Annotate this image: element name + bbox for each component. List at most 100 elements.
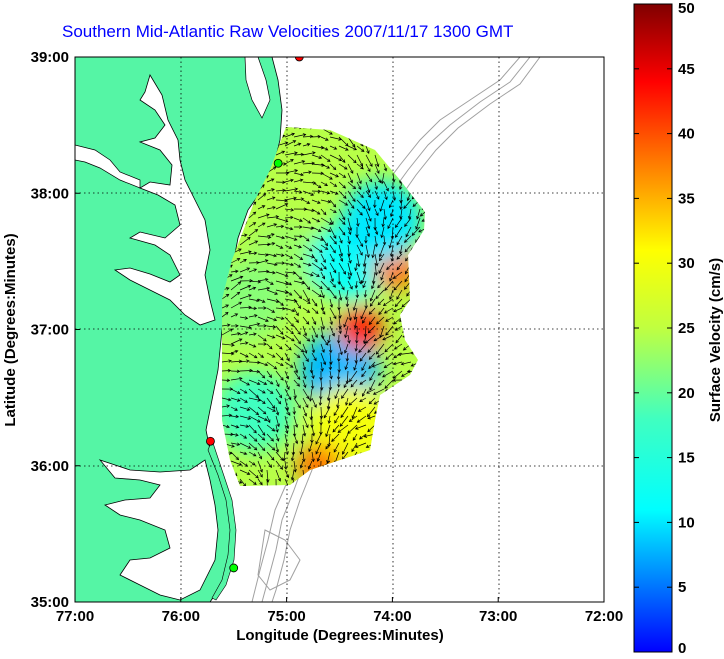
velocity-arrow — [257, 277, 269, 282]
velocity-arrow — [230, 349, 239, 354]
velocity-arrow — [347, 280, 353, 290]
velocity-arrow — [374, 181, 378, 191]
velocity-arrow — [336, 397, 340, 409]
velocity-arrow — [311, 352, 317, 362]
velocity-arrow — [284, 343, 292, 351]
velocity-arrow — [364, 235, 368, 244]
colorbar-tick-label: 20 — [678, 385, 695, 402]
velocity-arrow — [418, 226, 425, 233]
velocity-arrow — [230, 424, 240, 429]
velocity-arrow — [365, 217, 371, 230]
velocity-arrow — [275, 334, 286, 340]
velocity-arrow — [248, 478, 257, 485]
velocity-arrow — [230, 414, 240, 419]
velocity-arrow — [383, 190, 388, 201]
velocity-arrow — [266, 388, 274, 394]
velocity-arrow — [248, 306, 258, 311]
velocity-arrow — [239, 250, 252, 255]
velocity-arrow — [266, 424, 276, 432]
velocity-arrow — [307, 460, 313, 470]
velocity-arrow — [374, 163, 380, 174]
velocity-arrow — [266, 460, 273, 468]
velocity-arrow — [257, 193, 267, 201]
velocity-arrow — [275, 261, 286, 265]
velocity-arrow — [332, 424, 340, 433]
velocity-arrow — [367, 343, 376, 354]
velocity-arrow — [378, 262, 385, 274]
velocity-arrow — [404, 217, 412, 227]
velocity-arrow — [290, 451, 295, 462]
velocity-arrow — [383, 163, 388, 172]
velocity-arrow — [352, 298, 358, 311]
velocity-arrow — [331, 433, 340, 443]
velocity-arrow — [320, 289, 325, 299]
velocity-arrow — [315, 433, 322, 445]
velocity-arrow — [230, 275, 244, 282]
velocity-arrow — [257, 379, 268, 385]
velocity-arrow — [275, 352, 284, 361]
station-marker — [229, 563, 239, 573]
velocity-arrow — [384, 343, 394, 353]
velocity-arrow — [293, 289, 303, 300]
velocity-arrow — [302, 298, 311, 304]
velocity-arrow — [368, 352, 376, 360]
velocity-arrow — [329, 172, 339, 178]
velocity-arrow — [338, 181, 347, 189]
outer-banks — [207, 439, 237, 601]
velocity-arrow — [338, 307, 342, 319]
velocity-arrow — [257, 316, 269, 322]
velocity-arrow — [239, 379, 251, 386]
velocity-arrow — [369, 379, 376, 391]
velocity-arrow — [353, 316, 358, 329]
velocity-arrow — [365, 181, 371, 194]
velocity-arrow — [257, 460, 263, 473]
velocity-arrow — [239, 341, 249, 345]
velocity-arrow — [266, 215, 280, 219]
velocity-arrow — [284, 244, 293, 249]
velocity-arrow — [351, 406, 358, 419]
velocity-arrow — [347, 172, 353, 184]
velocity-arrow — [275, 424, 279, 433]
velocity-arrow — [284, 298, 298, 303]
x-tick-label: 75:00 — [267, 608, 305, 625]
velocity-arrow — [239, 406, 251, 411]
velocity-arrow — [329, 208, 337, 213]
velocity-arrow — [356, 190, 364, 199]
velocity-arrow — [421, 217, 425, 222]
velocity-arrow — [266, 406, 276, 412]
velocity-arrow — [257, 334, 267, 342]
velocity-arrow — [230, 359, 243, 364]
velocity-arrow — [347, 253, 352, 264]
colorbar-tick-label: 0 — [678, 640, 686, 657]
velocity-arrow — [311, 226, 322, 232]
velocity-arrow — [359, 397, 367, 402]
velocity-arrow — [369, 289, 376, 302]
velocity-arrow — [222, 397, 232, 402]
velocity-arrow — [310, 379, 315, 390]
velocity-arrow — [320, 172, 333, 180]
velocity-arrow — [345, 352, 350, 362]
velocity-arrow — [239, 433, 248, 439]
velocity-arrow — [284, 325, 294, 335]
velocity-arrow — [248, 322, 261, 327]
velocity-arrow — [355, 334, 359, 344]
velocity-arrow — [284, 262, 295, 267]
velocity-arrow — [353, 307, 358, 321]
velocity-arrow — [365, 226, 371, 238]
velocity-arrow — [302, 307, 311, 313]
velocity-arrow — [394, 325, 403, 331]
velocity-arrow — [266, 188, 275, 192]
velocity-arrow — [329, 235, 337, 245]
velocity-arrow — [293, 433, 299, 445]
velocity-arrow — [302, 151, 316, 156]
velocity-arrow — [311, 271, 320, 277]
velocity-arrow — [284, 280, 293, 286]
velocity-arrow — [419, 208, 425, 217]
velocity-arrow — [266, 233, 275, 237]
velocity-arrow — [266, 334, 276, 339]
velocity-arrow — [275, 415, 280, 428]
velocity-arrow — [365, 172, 373, 183]
map-title: Southern Mid-Atlantic Raw Velocities 200… — [62, 22, 514, 41]
velocity-arrow — [383, 181, 389, 192]
velocity-arrow — [347, 226, 352, 236]
